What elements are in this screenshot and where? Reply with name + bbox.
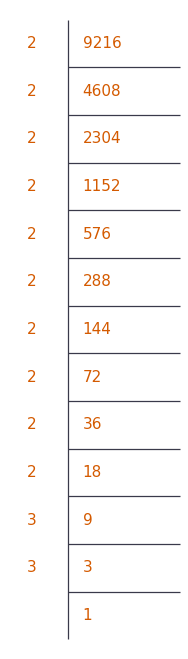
- Text: 4608: 4608: [83, 84, 121, 99]
- Text: 72: 72: [83, 370, 102, 385]
- Text: 144: 144: [83, 322, 112, 337]
- Text: 288: 288: [83, 274, 112, 289]
- Text: 3: 3: [27, 560, 37, 575]
- Text: 18: 18: [83, 465, 102, 480]
- Text: 1: 1: [83, 608, 92, 623]
- Text: 2: 2: [27, 179, 37, 194]
- Text: 576: 576: [83, 227, 112, 242]
- Text: 1152: 1152: [83, 179, 121, 194]
- Text: 9: 9: [83, 513, 92, 528]
- Text: 2: 2: [27, 322, 37, 337]
- Text: 2: 2: [27, 274, 37, 289]
- Text: 3: 3: [27, 513, 37, 528]
- Text: 2: 2: [27, 417, 37, 432]
- Text: 2: 2: [27, 227, 37, 242]
- Text: 2: 2: [27, 36, 37, 51]
- Text: 36: 36: [83, 417, 102, 432]
- Text: 2: 2: [27, 131, 37, 146]
- Text: 3: 3: [83, 560, 92, 575]
- Text: 2: 2: [27, 84, 37, 99]
- Text: 2304: 2304: [83, 131, 121, 146]
- Text: 2: 2: [27, 370, 37, 385]
- Text: 9216: 9216: [83, 36, 121, 51]
- Text: 2: 2: [27, 465, 37, 480]
